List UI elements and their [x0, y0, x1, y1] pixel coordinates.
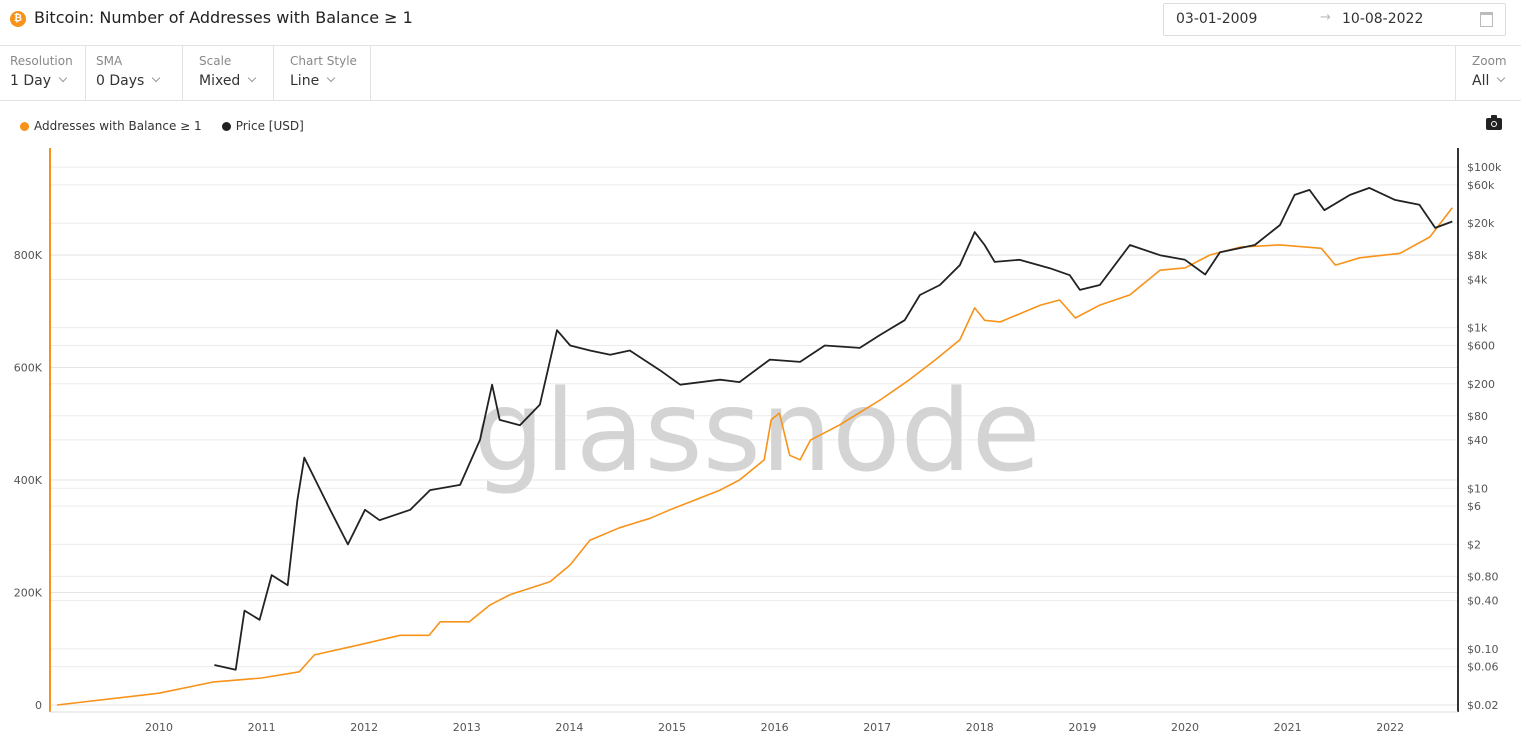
y-right-tick-label: $0.40 [1467, 595, 1499, 608]
x-tick-label: 2020 [1171, 721, 1199, 734]
chart-header: ₿ Bitcoin: Number of Addresses with Bala… [0, 0, 1521, 46]
x-tick-label: 2010 [145, 721, 173, 734]
y-right-tick-label: $20k [1467, 217, 1495, 230]
chart-legend: Addresses with Balance ≥ 1 Price [USD] [20, 119, 304, 133]
zoom-label: Zoom [1472, 54, 1507, 68]
resolution-label: Resolution [10, 54, 73, 68]
chart-style-dropdown[interactable]: Chart Style Line [274, 46, 371, 100]
x-tick-label: 2012 [350, 721, 378, 734]
zoom-dropdown[interactable]: Zoom All [1455, 46, 1521, 100]
y-left-tick-label: 600K [14, 362, 43, 375]
y-right-tick-label: $0.06 [1467, 661, 1499, 674]
legend-dot-icon [221, 121, 231, 131]
y-right-tick-label: $80 [1467, 410, 1488, 423]
x-tick-label: 2011 [248, 721, 276, 734]
chart-style-label: Chart Style [290, 54, 357, 68]
x-tick-label: 2016 [761, 721, 789, 734]
x-tick-label: 2019 [1068, 721, 1096, 734]
legend-item-addresses[interactable]: Addresses with Balance ≥ 1 [20, 119, 202, 133]
arrow-right-icon: → [1320, 10, 1331, 25]
y-left-tick-label: 200K [14, 587, 43, 600]
x-tick-label: 2013 [453, 721, 481, 734]
x-tick-label: 2022 [1376, 721, 1404, 734]
y-right-tick-label: $0.80 [1467, 570, 1499, 583]
y-left-tick-label: 0 [35, 699, 42, 712]
bitcoin-icon: ₿ [10, 11, 26, 27]
calendar-icon[interactable] [1480, 12, 1493, 27]
sma-label: SMA [96, 54, 123, 68]
x-tick-label: 2018 [966, 721, 994, 734]
x-tick-label: 2021 [1274, 721, 1302, 734]
y-right-tick-label: $8k [1467, 249, 1488, 262]
scale-value[interactable]: Mixed [199, 73, 257, 89]
y-left-tick-label: 800K [14, 249, 43, 262]
y-right-tick-label: $0.10 [1467, 643, 1499, 656]
y-right-tick-label: $0.02 [1467, 699, 1499, 712]
price-line [214, 186, 1453, 671]
watermark: glassnode [473, 367, 1040, 497]
y-right-tick-label: $60k [1467, 179, 1495, 192]
resolution-dropdown[interactable]: Resolution 1 Day [0, 46, 86, 100]
y-right-tick-label: $4k [1467, 273, 1488, 286]
legend-item-price[interactable]: Price [USD] [221, 119, 304, 133]
y-right-tick-label: $6 [1467, 500, 1481, 513]
y-right-tick-label: $1k [1467, 322, 1488, 335]
y-right-tick-label: $10 [1467, 482, 1488, 495]
zoom-value[interactable]: All [1472, 73, 1506, 89]
chart-toolbar: Resolution 1 Day SMA 0 Days Scale Mixed … [0, 46, 1521, 101]
legend-dot-icon [20, 121, 29, 131]
y-right-tick-label: $200 [1467, 378, 1495, 391]
scale-label: Scale [199, 54, 232, 68]
y-right-tick-label: $100k [1467, 161, 1502, 174]
date-to-input[interactable]: 10-08-2022 [1342, 11, 1424, 27]
scale-dropdown[interactable]: Scale Mixed [183, 46, 274, 100]
y-right-tick-label: $40 [1467, 434, 1488, 447]
chart-style-value[interactable]: Line [290, 73, 336, 89]
sma-value[interactable]: 0 Days [96, 73, 161, 89]
date-from-input[interactable]: 03-01-2009 [1176, 11, 1258, 27]
sma-dropdown[interactable]: SMA 0 Days [86, 46, 183, 100]
x-tick-label: 2017 [863, 721, 891, 734]
y-left-tick-label: 400K [14, 474, 43, 487]
addresses-line [56, 207, 1453, 706]
page-title: Bitcoin: Number of Addresses with Balanc… [34, 8, 413, 27]
camera-icon[interactable] [1486, 115, 1502, 130]
y-right-tick-label: $2 [1467, 538, 1481, 551]
date-range-picker[interactable]: 03-01-2009 → 10-08-2022 [1163, 3, 1506, 36]
x-tick-label: 2014 [555, 721, 583, 734]
x-tick-label: 2015 [658, 721, 686, 734]
resolution-value[interactable]: 1 Day [10, 73, 68, 89]
y-right-tick-label: $600 [1467, 339, 1495, 352]
